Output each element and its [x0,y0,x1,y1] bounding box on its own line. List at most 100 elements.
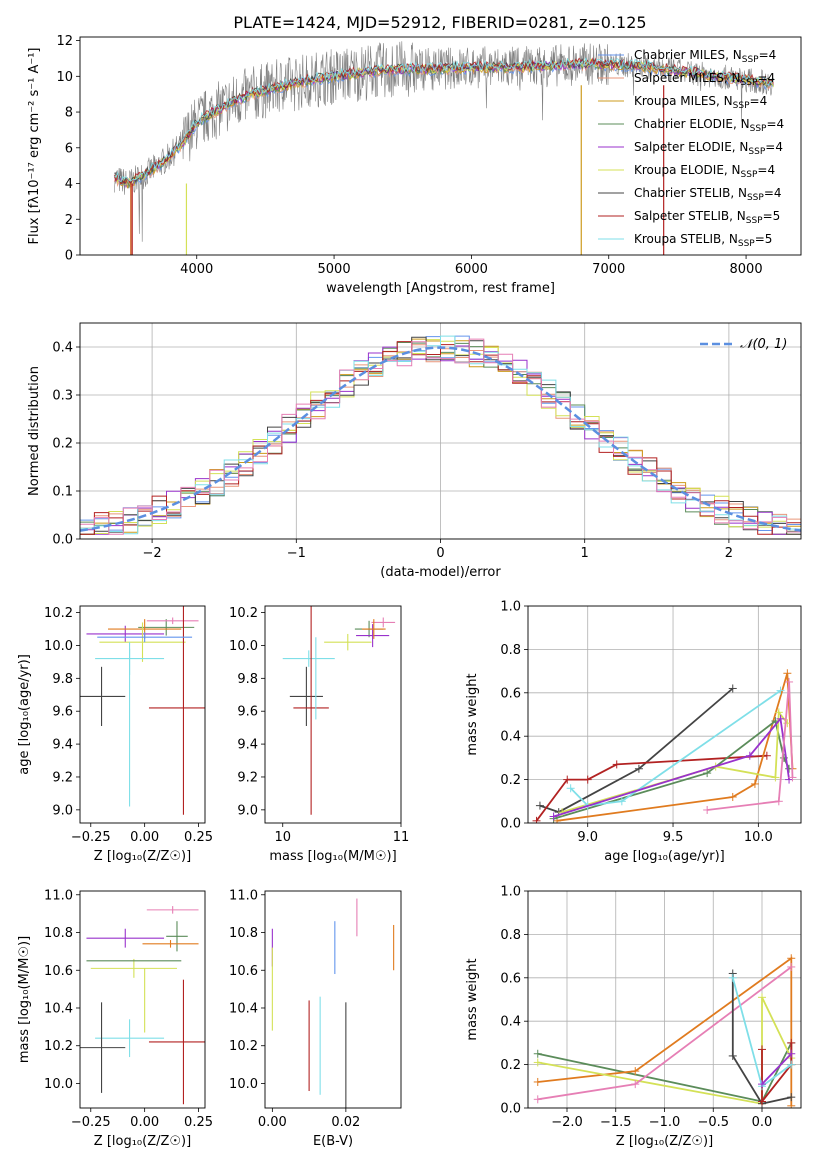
x-tick-label: 0.0 [752,1115,773,1130]
y-tick-label: 10.2 [44,606,73,621]
axes-frame [79,36,802,256]
mass-weight-line [570,689,782,807]
legend-entry: Kroupa MILES, NSSP=4 [634,94,767,111]
y-tick-label: 9.4 [237,738,258,753]
x-axis-label: E(B-V) [313,1134,353,1149]
y-tick-label: 0.2 [500,1058,521,1073]
y-tick-label: 0.4 [500,1015,521,1030]
y-axis-label: mass [log₁₀(M/M☉)] [17,936,32,1063]
plot-area [271,898,395,1108]
y-tick-label: 0.0 [500,817,521,832]
axes-frame [264,605,402,824]
x-tick-label: −2 [143,546,162,561]
mass-weight-line [761,1053,792,1085]
y-tick-label: 0.4 [500,730,521,745]
x-tick-label: −1.0 [649,1115,681,1130]
x-tick-label: 0.00 [258,1115,287,1130]
legend-entry: Chabrier ELODIE, NSSP=4 [634,117,784,134]
y-tick-label: 9.0 [52,803,73,818]
x-tick-label: 11 [393,830,410,845]
chart-spectrum: 4000 5000 6000 7000 8000 0 2 4 6 8 10 12 wavelength … [27,34,802,296]
y-tick-label: 0.1 [52,485,73,500]
y-tick-label: 10.8 [229,926,258,941]
x-tick-label: 4000 [180,262,213,277]
x-axis-label: mass [log₁₀(M/M☉)] [269,849,396,864]
x-tick-label: 7000 [592,262,625,277]
y-tick-label: 0.8 [500,643,521,658]
axes-frame [527,890,802,1109]
y-axis-label: age [log₁₀(age/yr)] [17,654,32,775]
y-tick-label: 9.8 [237,672,258,687]
figure-title: PLATE=1424, MJD=52912, FIBERID=0281, z=0… [233,13,646,32]
x-tick-label: 0.00 [130,830,159,845]
y-tick-label: 8 [65,106,73,121]
axes-frame [79,890,206,1109]
y-tick-label: 11.0 [44,888,73,903]
chart-mass-weight-vs-age: 9.0 9.5 10.0 0.0 0.2 0.4 0.6 0.8 1.0 age [log₁₀(a… [465,600,802,864]
x-tick-label: 0.25 [184,1115,213,1130]
y-axis-label: mass weight [465,673,480,755]
y-tick-label: 9.2 [237,770,258,785]
y-tick-label: 2 [65,213,73,228]
x-tick-label: 0 [436,546,444,561]
x-tick-label: −0.25 [71,1115,111,1130]
legend-entry: Chabrier STELIB, NSSP=4 [634,186,782,203]
y-tick-label: 10.0 [229,639,258,654]
mass-weight-line [561,709,789,813]
x-tick-label: 9.5 [663,830,684,845]
x-tick-label: 9.0 [577,830,598,845]
x-axis-label: wavelength [Angstrom, rest frame] [326,281,555,296]
chart-residuals: −2 −1 0 1 2 0.0 0.1 0.2 0.3 0.4 (data-model)/error… [27,322,802,580]
x-tick-label: −0.25 [71,830,111,845]
x-tick-label: 0.02 [331,1115,360,1130]
plot-area [80,606,205,815]
x-axis-label: Z [log₁₀(Z/Z☉)] [616,1134,713,1149]
x-tick-label: −1 [287,546,306,561]
residual-histogram [80,336,801,535]
y-tick-label: 10.4 [44,1001,73,1016]
plot-area [282,606,396,815]
x-tick-label: 8000 [730,262,763,277]
x-tick-label: 6000 [455,262,488,277]
y-tick-label: 10.8 [44,926,73,941]
y-tick-label: 9.8 [52,672,73,687]
y-tick-label: 10.2 [44,1039,73,1054]
y-tick-label: 1.0 [500,600,521,615]
x-tick-label: 10.0 [744,830,773,845]
x-tick-label: 0.00 [130,1115,159,1130]
y-tick-label: 6 [65,141,73,156]
y-tick-label: 10.2 [229,606,258,621]
plot-area [113,41,774,255]
x-tick-label: −0.5 [697,1115,729,1130]
plot-area [80,906,205,1105]
legend-entry: Salpeter MILES, NSSP=4 [634,71,775,88]
x-tick-label: −2.0 [551,1115,583,1130]
legend-entry: Salpeter STELIB, NSSP=5 [634,209,780,226]
y-tick-label: 10.6 [44,964,73,979]
y-tick-label: 9.6 [52,705,73,720]
y-tick-label: 10.0 [44,639,73,654]
y-tick-label: 0.0 [52,533,73,548]
mass-weight-line [537,956,793,1106]
y-tick-label: 0.6 [500,971,521,986]
y-tick-label: 0.2 [500,773,521,788]
plot-area [528,891,801,1108]
y-tick-label: 0.2 [52,437,73,452]
axes-frame [527,605,802,824]
mass-weight-line [731,973,792,1105]
y-tick-label: 9.2 [52,770,73,785]
y-tick-label: 0.8 [500,928,521,943]
x-axis-label: age [log₁₀(age/yr)] [604,849,725,864]
x-axis-label: (data-model)/error [380,565,501,580]
y-tick-label: 12 [56,34,73,49]
x-axis-label: Z [log₁₀(Z/Z☉)] [94,1134,191,1149]
legend-entry: 𝒩(0, 1) [740,337,787,352]
chart-age-vs-Z: −0.25 0.00 0.25 9.0 9.2 9.4 9.6 9.8 10.0 10.2 Z [l… [17,605,213,864]
axes-frame [264,890,402,1109]
chart-mass-vs-Z: −0.25 0.00 0.25 10.0 10.2 10.4 10.6 10.8 11.0 Z [… [17,888,213,1149]
chart-mass-vs-ebv: 0.00 0.02 10.0 10.2 10.4 10.6 10.8 11.0 E(B-V) [229,888,402,1149]
mass-weight-line [539,687,734,814]
axes-frame [79,322,802,540]
x-tick-label: −1.5 [600,1115,632,1130]
chart-age-vs-mass: 10 11 9.0 9.2 9.4 9.6 9.8 10.0 10.2 mass [log₁₀(M… [229,605,410,864]
